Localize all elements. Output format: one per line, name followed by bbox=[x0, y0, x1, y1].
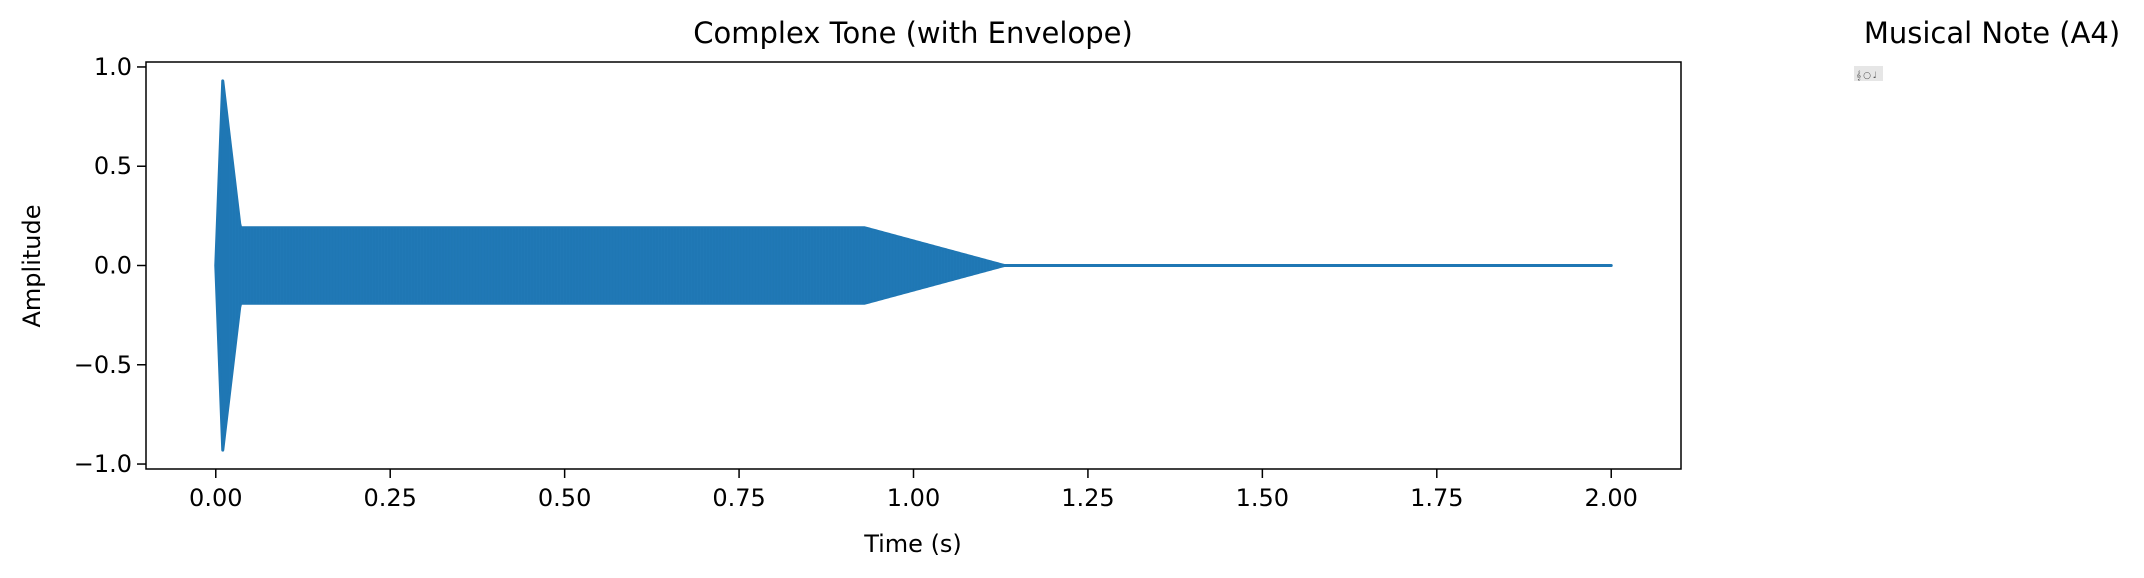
x-tick-label: 1.50 bbox=[1236, 484, 1289, 512]
note-panel-title: Musical Note (A4) bbox=[1864, 16, 2120, 50]
x-axis: 0.00 0.25 0.50 0.75 1.00 1.25 1.50 1.75 2.00 bbox=[189, 469, 1638, 512]
x-tick-label: 0.25 bbox=[363, 484, 416, 512]
x-axis-title: Time (s) bbox=[863, 530, 962, 558]
x-tick-label: 0.00 bbox=[189, 484, 242, 512]
y-tick-label: −0.5 bbox=[74, 351, 132, 379]
waveform-chart: Complex Tone (with Envelope) 0.00 0.25 0.5… bbox=[18, 16, 1682, 558]
x-tick-label: 0.50 bbox=[538, 484, 591, 512]
x-tick-label: 1.00 bbox=[887, 484, 940, 512]
x-tick-label: 0.75 bbox=[712, 484, 765, 512]
note-panel: Musical Note (A4) 𝄞 ○ ♩ bbox=[1854, 16, 2120, 81]
x-tick-label: 1.75 bbox=[1410, 484, 1463, 512]
chart-title: Complex Tone (with Envelope) bbox=[693, 16, 1133, 50]
y-tick-label: 1.0 bbox=[94, 53, 132, 81]
note-image: 𝄞 ○ ♩ bbox=[1854, 66, 1883, 81]
waveform-marks bbox=[214, 79, 1613, 452]
y-tick-label: 0.5 bbox=[94, 152, 132, 180]
note-glyph: 𝄞 ○ ♩ bbox=[1856, 70, 1877, 81]
y-tick-label: 0.0 bbox=[94, 252, 132, 280]
y-tick-label: −1.0 bbox=[74, 450, 132, 478]
x-tick-label: 1.25 bbox=[1061, 484, 1114, 512]
x-tick-label: 2.00 bbox=[1585, 484, 1638, 512]
y-axis: −1.0 −0.5 0.0 0.5 1.0 bbox=[74, 53, 146, 478]
waveform-oscillation bbox=[229, 139, 1002, 392]
y-axis-title: Amplitude bbox=[18, 205, 46, 328]
waveform-series-line bbox=[214, 79, 1613, 452]
